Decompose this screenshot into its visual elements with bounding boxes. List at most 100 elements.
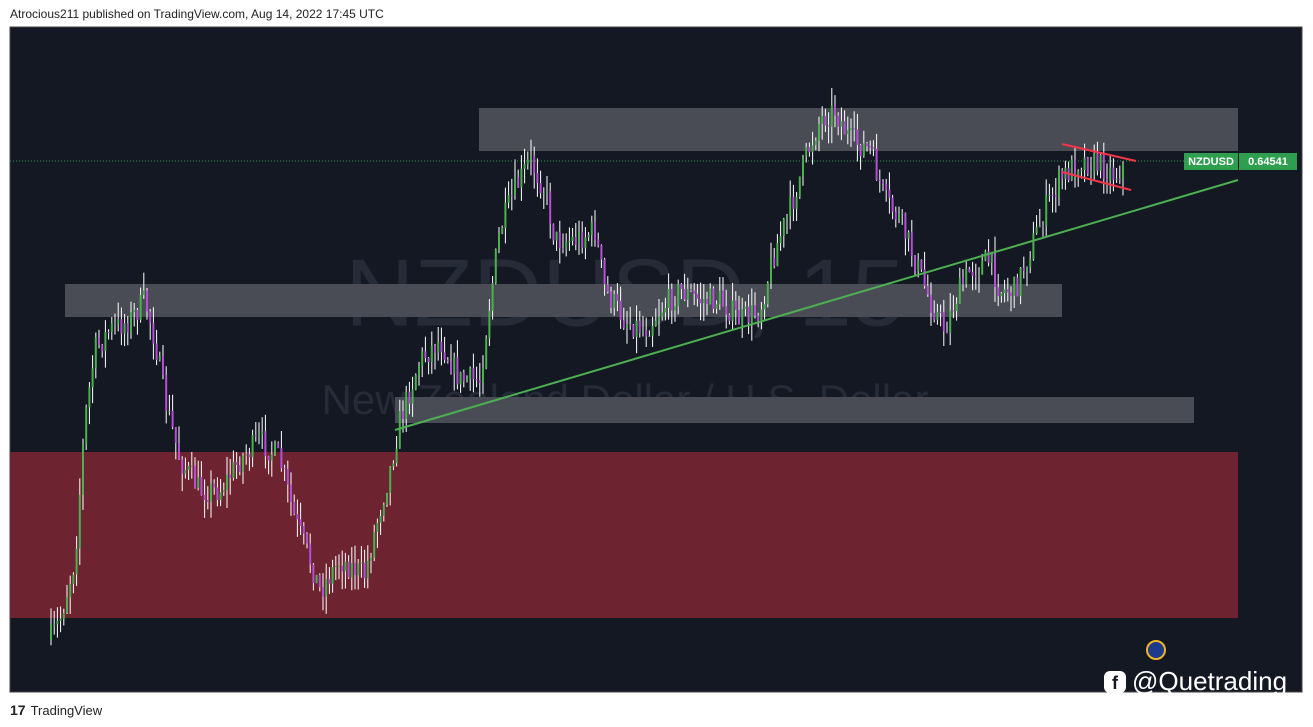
candle-body: [165, 375, 168, 412]
candle-body: [482, 368, 484, 383]
candle-body: [1080, 170, 1083, 172]
candle-body: [795, 196, 798, 209]
candle-body: [411, 389, 414, 404]
candle-body: [990, 252, 993, 263]
candle-body: [322, 587, 324, 597]
candle-body: [834, 105, 836, 116]
candle-body: [485, 338, 488, 369]
candle-body: [197, 477, 200, 489]
candle-body: [568, 240, 571, 242]
flag-line: [1061, 171, 1132, 191]
candle-body: [530, 155, 532, 160]
candle-body: [904, 213, 907, 239]
zone: [395, 397, 1194, 423]
candle-body: [885, 183, 888, 190]
candles: [50, 88, 1124, 646]
candle-body: [830, 105, 833, 127]
candle-body: [1003, 289, 1006, 294]
facebook-f: f: [1112, 673, 1119, 693]
candle-body: [363, 562, 366, 579]
candle-body: [238, 465, 241, 472]
candle-body: [56, 620, 59, 625]
candle-body: [1051, 194, 1054, 196]
candle-body: [648, 335, 651, 337]
candle-body: [581, 231, 584, 248]
candle-body: [789, 196, 792, 217]
candle-body: [1061, 170, 1064, 179]
candle-body: [651, 325, 654, 336]
candle-body: [939, 311, 942, 313]
candle-body: [677, 283, 680, 307]
candle-body: [923, 269, 926, 286]
candle-body: [203, 494, 206, 500]
candle-body: [72, 574, 75, 584]
candle-body: [235, 462, 238, 466]
candle-body: [1016, 277, 1019, 297]
candle-body: [360, 562, 363, 564]
candle-body: [293, 501, 296, 515]
candle-body: [757, 315, 760, 322]
candle-body: [818, 123, 820, 141]
candle-body: [296, 514, 299, 520]
candle-body: [1077, 170, 1080, 176]
price-label: 0.64541: [1248, 156, 1288, 168]
candle-body: [334, 566, 337, 568]
candle-body: [475, 379, 478, 381]
candle-body: [987, 251, 990, 263]
candle-body: [1019, 267, 1022, 297]
candle-body: [1122, 163, 1124, 181]
candle-body: [270, 454, 273, 461]
candle-body: [706, 299, 708, 304]
candle-body: [101, 344, 104, 352]
candle-body: [338, 565, 340, 567]
candle-body: [328, 579, 331, 584]
candle-body: [722, 290, 724, 307]
candle-body: [1102, 154, 1105, 179]
candle-body: [901, 213, 904, 215]
candle-body: [53, 624, 56, 626]
candle-body: [1070, 159, 1073, 181]
candle-body: [1010, 292, 1012, 296]
candle-body: [837, 115, 840, 127]
publish-info: Atrocious211 published on TradingView.co…: [10, 7, 384, 21]
candle-body: [741, 308, 744, 325]
candle-body: [603, 259, 606, 285]
candle-body: [875, 148, 878, 180]
candle-body: [811, 145, 814, 153]
candle-body: [971, 271, 974, 276]
candle-body: [840, 121, 843, 127]
candle-body: [594, 221, 596, 240]
candle-body: [261, 431, 264, 435]
candle-body: [504, 202, 507, 228]
candle-body: [104, 332, 107, 352]
candle-body: [283, 468, 286, 470]
candle-body: [142, 290, 145, 295]
candle-body: [933, 312, 936, 320]
candle-body: [466, 379, 468, 382]
candle-body: [306, 533, 308, 544]
candle-body: [699, 298, 702, 304]
candle-body: [731, 300, 734, 322]
candle-body: [738, 309, 740, 325]
candle-body: [152, 323, 155, 344]
candle-body: [382, 504, 385, 516]
symbol-label-box: [1184, 153, 1238, 170]
candle-body: [126, 323, 129, 333]
candle-body: [946, 331, 948, 334]
candle-body: [712, 288, 715, 309]
candle-body: [619, 300, 622, 321]
candle-body: [600, 245, 603, 260]
candle-body: [459, 372, 462, 385]
candle-body: [542, 193, 545, 195]
candle-body: [853, 128, 856, 130]
candle-body: [718, 290, 721, 305]
candle-body: [744, 306, 747, 309]
candle-body: [725, 306, 728, 315]
candle-body: [110, 323, 113, 333]
candle-body: [974, 275, 977, 277]
candle-body: [155, 343, 158, 361]
candle-body: [229, 474, 232, 479]
candle-body: [75, 548, 78, 575]
candle-body: [1109, 167, 1112, 181]
candle-body: [907, 232, 910, 239]
